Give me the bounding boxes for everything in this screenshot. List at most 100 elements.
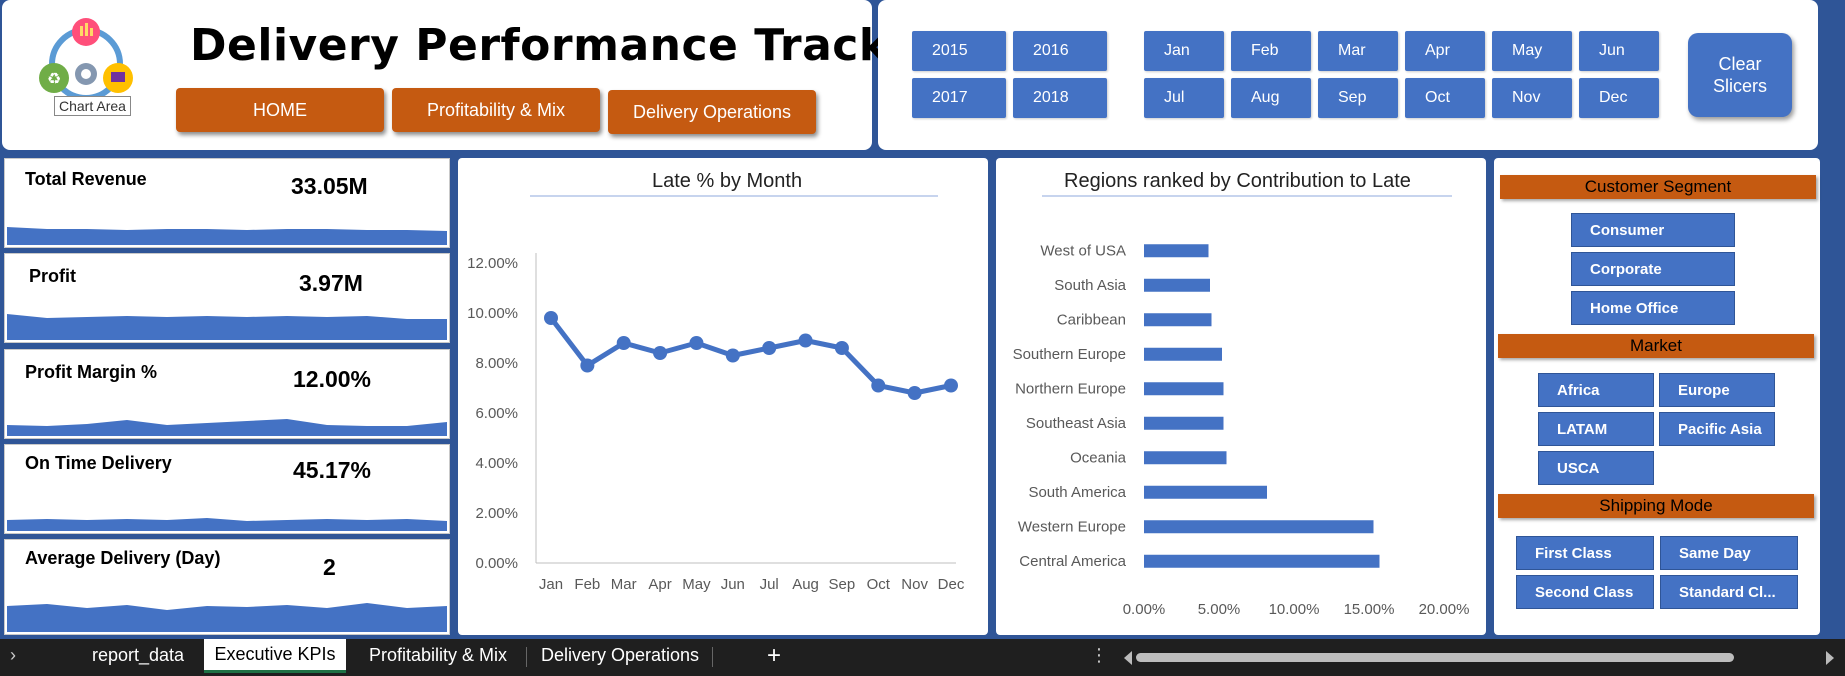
x-tick-label: Apr xyxy=(648,576,671,593)
segment-consumer-button[interactable]: Consumer xyxy=(1571,213,1735,247)
market-africa-button[interactable]: Africa xyxy=(1538,373,1654,407)
x-tick-label: Dec xyxy=(938,576,965,593)
kpi-card-total-revenue: Total Revenue 33.05M xyxy=(4,158,450,248)
x-tick-label: 0.00% xyxy=(1123,601,1166,618)
horizontal-scrollbar[interactable] xyxy=(1124,648,1834,666)
market-latam-button[interactable]: LATAM xyxy=(1538,412,1654,446)
month-jun-button[interactable]: Jun xyxy=(1579,31,1659,71)
chart-area-tooltip: Chart Area xyxy=(54,96,131,116)
late-by-month-chart: 0.00% 2.00% 4.00% 6.00% 8.00% 10.00% 12.00% Jan… xyxy=(467,195,965,593)
kpi-sparkline xyxy=(7,518,447,531)
data-point xyxy=(544,311,558,325)
page-title: Delivery Performance Tracker xyxy=(190,20,940,71)
y-tick-label: 10.00% xyxy=(467,305,518,322)
x-tick-label: Feb xyxy=(574,576,600,593)
shipping-first-class-button[interactable]: First Class xyxy=(1516,536,1654,570)
month-nov-button[interactable]: Nov xyxy=(1492,78,1572,118)
nav-delivery-operations-button[interactable]: Delivery Operations xyxy=(608,90,816,134)
data-point xyxy=(798,333,813,348)
month-mar-button[interactable]: Mar xyxy=(1318,31,1398,71)
year-2015-button[interactable]: 2015 xyxy=(912,31,1006,71)
data-point xyxy=(944,378,958,393)
month-may-button[interactable]: May xyxy=(1492,31,1572,71)
x-tick-label: Jan xyxy=(539,576,563,593)
x-tick-label: Aug xyxy=(792,576,819,593)
clear-slicers-label-2: Slicers xyxy=(1712,76,1767,96)
market-usca-button[interactable]: USCA xyxy=(1538,451,1654,485)
region-label: Southeast Asia xyxy=(1026,415,1127,432)
data-point xyxy=(834,341,849,355)
data-point xyxy=(725,348,740,363)
month-aug-button[interactable]: Aug xyxy=(1231,78,1311,118)
kpi-sparkline xyxy=(7,314,447,340)
shipping-standard-class-button[interactable]: Standard Cl... xyxy=(1660,575,1798,609)
region-label: Oceania xyxy=(1070,449,1127,466)
tab-scroll-left-icon[interactable]: › xyxy=(10,645,16,665)
segment-corporate-button[interactable]: Corporate xyxy=(1571,252,1735,286)
more-options-icon[interactable]: ⋮ xyxy=(1090,645,1108,665)
month-dec-button[interactable]: Dec xyxy=(1579,78,1659,118)
month-feb-button[interactable]: Feb xyxy=(1231,31,1311,71)
region-bar xyxy=(1144,554,1380,568)
x-tick-label: Jun xyxy=(721,576,745,593)
scrollbar-thumb[interactable] xyxy=(1136,653,1734,662)
nav-home-button[interactable]: HOME xyxy=(176,88,384,132)
clear-slicers-button[interactable]: Clear Slicers xyxy=(1688,33,1792,117)
nav-profitability-button[interactable]: Profitability & Mix xyxy=(392,88,600,132)
month-apr-button[interactable]: Apr xyxy=(1405,31,1485,71)
kpi-card-average-delivery: Average Delivery (Day) 2 xyxy=(4,539,450,635)
kpi-value: 33.05M xyxy=(291,173,368,199)
y-tick-label: 12.00% xyxy=(467,255,518,272)
date-slicer-panel xyxy=(878,0,1818,150)
x-tick-label: 10.00% xyxy=(1269,601,1320,618)
region-bar xyxy=(1144,520,1374,534)
x-tick-label: Sep xyxy=(829,576,856,593)
data-point xyxy=(580,358,595,373)
year-2018-button[interactable]: 2018 xyxy=(1013,78,1107,118)
segment-home-office-button[interactable]: Home Office xyxy=(1571,291,1735,325)
tab-delivery-operations[interactable]: Delivery Operations xyxy=(540,645,700,665)
kpi-value: 12.00% xyxy=(293,366,372,392)
x-tick-label: May xyxy=(682,576,711,593)
tab-profitability-mix[interactable]: Profitability & Mix xyxy=(368,645,508,665)
month-jul-button[interactable]: Jul xyxy=(1144,78,1224,118)
month-sep-button[interactable]: Sep xyxy=(1318,78,1398,118)
add-sheet-button[interactable]: + xyxy=(766,641,781,669)
region-label: South America xyxy=(1028,484,1126,501)
region-label: Southern Europe xyxy=(1013,346,1126,363)
data-point xyxy=(653,346,668,360)
year-2017-button[interactable]: 2017 xyxy=(912,78,1006,118)
scroll-left-icon[interactable] xyxy=(1124,651,1132,665)
shipping-second-class-button[interactable]: Second Class xyxy=(1516,575,1654,609)
tab-executive-kpis[interactable]: Executive KPIs xyxy=(204,639,346,673)
region-bar xyxy=(1144,313,1212,327)
logo-icon: ♻ xyxy=(36,16,136,111)
data-point xyxy=(907,386,922,400)
tab-report-data[interactable]: report_data xyxy=(91,645,185,665)
region-bar xyxy=(1144,382,1224,396)
shipping-mode-header: Shipping Mode xyxy=(1498,494,1814,518)
month-oct-button[interactable]: Oct xyxy=(1405,78,1485,118)
market-europe-button[interactable]: Europe xyxy=(1659,373,1775,407)
region-bar xyxy=(1144,451,1227,465)
kpi-value: 2 xyxy=(323,554,336,580)
tab-separator xyxy=(526,647,527,667)
regions-late-title: Regions ranked by Contribution to Late xyxy=(1064,170,1411,192)
year-2016-button[interactable]: 2016 xyxy=(1013,31,1107,71)
x-tick-label: Jul xyxy=(760,576,779,593)
region-label: Caribbean xyxy=(1057,311,1126,328)
scroll-right-icon[interactable] xyxy=(1826,651,1834,665)
market-pacific-asia-button[interactable]: Pacific Asia xyxy=(1659,412,1775,446)
kpi-label: Profit Margin % xyxy=(25,362,158,382)
kpi-label: Average Delivery (Day) xyxy=(25,548,221,568)
region-bar xyxy=(1144,278,1210,292)
data-point xyxy=(871,378,886,393)
regions-late-chart: West of USA South Asia Caribbean Southern E… xyxy=(1013,195,1469,618)
region-bar xyxy=(1144,416,1224,430)
shipping-same-day-button[interactable]: Same Day xyxy=(1660,536,1798,570)
month-jan-button[interactable]: Jan xyxy=(1144,31,1224,71)
kpi-label: Profit xyxy=(29,266,76,286)
kpi-card-on-time-delivery: On Time Delivery 45.17% xyxy=(4,444,450,534)
kpi-sparkline xyxy=(7,227,447,245)
late-series-line xyxy=(549,316,952,396)
